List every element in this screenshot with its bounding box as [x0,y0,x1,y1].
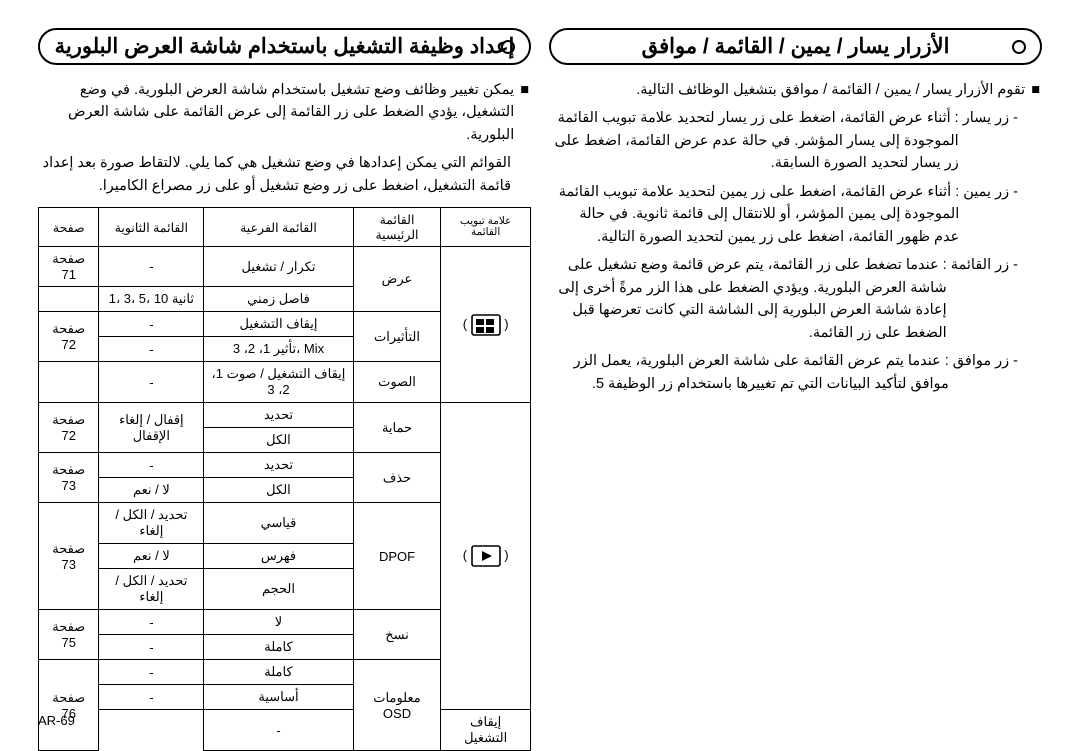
cell-secondary: - [99,453,204,478]
cell-main: التأثيرات [353,312,441,362]
cell-main: معلومات OSD [353,660,441,751]
cell-sub: فاصل زمني [204,287,353,312]
table-col-header: القائمة الرئيسية [353,208,441,247]
cell-secondary: - [204,710,353,751]
right-item: - زر القائمة: عندما تضغط على زر القائمة،… [551,254,1018,344]
heading-left-text: إعداد وظيفة التشغيل باستخدام شاشة العرض … [54,34,515,59]
cell-secondary: تحديد / الكل / إلغاء [99,569,204,610]
cell-secondary: - [99,312,204,337]
table-row: ( )عرضتكرار / تشغيل-صفحة 71 [39,247,531,287]
menu-table-head: علامة تبويب القائمةالقائمة الرئيسيةالقائ… [39,208,531,247]
right-item-label: - زر يمين [963,181,1018,248]
cell-main: عرض [353,247,441,312]
right-items: - زر يسار: أثناء عرض القائمة، اضغط على ز… [551,107,1040,395]
cell-main: الصوت [353,362,441,403]
cell-sub: لا [204,610,353,635]
cell-page: صفحة 72 [39,312,99,362]
menu-table-body: ( )عرضتكرار / تشغيل-صفحة 71فاصل زمني1، 3… [39,247,531,751]
cell-sub: فهرس [204,544,353,569]
cell-secondary: تحديد / الكل / إلغاء [99,503,204,544]
right-item-text: : عندما يتم عرض القائمة على شاشة العرض ا… [551,350,949,395]
cell-sub: تحديد [204,403,353,428]
cell-sub: تحديد [204,453,353,478]
heading-bullet-icon [501,40,515,54]
right-item-label: - زر يسار [963,107,1018,174]
cell-sub: إيقاف التشغيل / صوت 1، 2، 3 [204,362,353,403]
cell-secondary: - [99,685,204,710]
right-item-text: : أثناء عرض القائمة، اضغط على زر يمين لت… [551,181,959,248]
lead-bullet: ■ تقوم الأزرار يسار / يمين / القائمة / م… [551,79,1040,101]
right-item: - زر يسار: أثناء عرض القائمة، اضغط على ز… [551,107,1018,174]
cell-secondary: - [99,660,204,685]
cell-secondary: - [99,635,204,660]
cell-sub: قياسي [204,503,353,544]
cell-sub: كاملة [204,635,353,660]
cell-sub: الكل [204,478,353,503]
cell-secondary: لا / نعم [99,478,204,503]
right-item-text: : أثناء عرض القائمة، اضغط على زر يسار لت… [551,107,959,174]
square-bullet-icon: ■ [1031,79,1040,101]
left-para-1-text: يمكن تغيير وظائف وضع تشغيل باستخدام شاشة… [40,79,514,146]
cell-secondary: - [99,337,204,362]
cell-secondary: - [99,247,204,287]
cell-secondary: - [99,610,204,635]
tab-play-icon: ( ) [441,403,531,710]
column-left: إعداد وظيفة التشغيل باستخدام شاشة العرض … [38,28,531,751]
square-bullet-icon: ■ [520,79,529,146]
page-number: AR-69 [38,713,75,728]
right-body: ■ تقوم الأزرار يسار / يمين / القائمة / م… [549,79,1042,395]
heading-right: الأزرار يسار / يمين / القائمة / موافق [549,28,1042,65]
column-right: الأزرار يسار / يمين / القائمة / موافق ■ … [549,28,1042,751]
cell-secondary: لا / نعم [99,544,204,569]
right-item: - زر يمين: أثناء عرض القائمة، اضغط على ز… [551,181,1018,248]
table-header-row: علامة تبويب القائمةالقائمة الرئيسيةالقائ… [39,208,531,247]
cell-secondary: إقفال / إلغاء الإقفال [99,403,204,453]
table-row: إيقاف التشغيل - [39,710,531,751]
page: الأزرار يسار / يمين / القائمة / موافق ■ … [0,0,1080,746]
table-col-header: صفحة [39,208,99,247]
right-item-label: - زر القائمة [951,254,1018,344]
tab-display-icon: ( ) [441,247,531,403]
cell-main: DPOF [353,503,441,610]
cell-page [39,362,99,403]
right-item-text: : عندما تضغط على زر القائمة، يتم عرض قائ… [551,254,947,344]
lead-bullet-text: تقوم الأزرار يسار / يمين / القائمة / موا… [636,79,1025,101]
heading-right-text: الأزرار يسار / يمين / القائمة / موافق [565,34,1026,59]
cell-sub: الكل [204,428,353,453]
left-body: ■ يمكن تغيير وظائف وضع تشغيل باستخدام شا… [38,79,531,197]
cell-page: صفحة 71 [39,247,99,287]
cell-page: صفحة 72 [39,403,99,453]
cell-sub: إيقاف التشغيل [441,710,531,751]
cell-secondary: - [99,362,204,403]
menu-table: علامة تبويب القائمةالقائمة الرئيسيةالقائ… [38,207,531,751]
heading-bullet-icon [1012,40,1026,54]
right-item: - زر موافق: عندما يتم عرض القائمة على شا… [551,350,1018,395]
two-column-layout: الأزرار يسار / يمين / القائمة / موافق ■ … [38,28,1042,751]
table-col-header: القائمة الفرعية [204,208,353,247]
cell-sub: تأثير 1، 2، 3، Mix [204,337,353,362]
left-para-2: القوائم التي يمكن إعدادها في وضع تشغيل ه… [40,152,529,197]
cell-sub: إيقاف التشغيل [204,312,353,337]
table-col-header: القائمة الثانوية [99,208,204,247]
cell-sub: تكرار / تشغيل [204,247,353,287]
table-col-header: علامة تبويب القائمة [441,208,531,247]
cell-secondary: 1، 3، 5، 10 ثانية [99,287,204,312]
heading-left: إعداد وظيفة التشغيل باستخدام شاشة العرض … [38,28,531,65]
cell-page: صفحة 76 [39,660,99,751]
left-para-1: ■ يمكن تغيير وظائف وضع تشغيل باستخدام شا… [40,79,529,146]
right-item-label: - زر موافق [953,350,1018,395]
cell-sub: كاملة [204,660,353,685]
left-para-2-text: القوائم التي يمكن إعدادها في وضع تشغيل ه… [43,155,511,193]
cell-main: حذف [353,453,441,503]
cell-page [39,287,99,312]
cell-sub: الحجم [204,569,353,610]
cell-main: حماية [353,403,441,453]
cell-page: صفحة 73 [39,453,99,503]
cell-page: صفحة 73 [39,503,99,610]
table-row: ( )حمايةتحديدإقفال / إلغاء الإقفالصفحة 7… [39,403,531,428]
cell-page: صفحة 75 [39,610,99,660]
cell-sub: أساسية [204,685,353,710]
cell-main: نسخ [353,610,441,660]
